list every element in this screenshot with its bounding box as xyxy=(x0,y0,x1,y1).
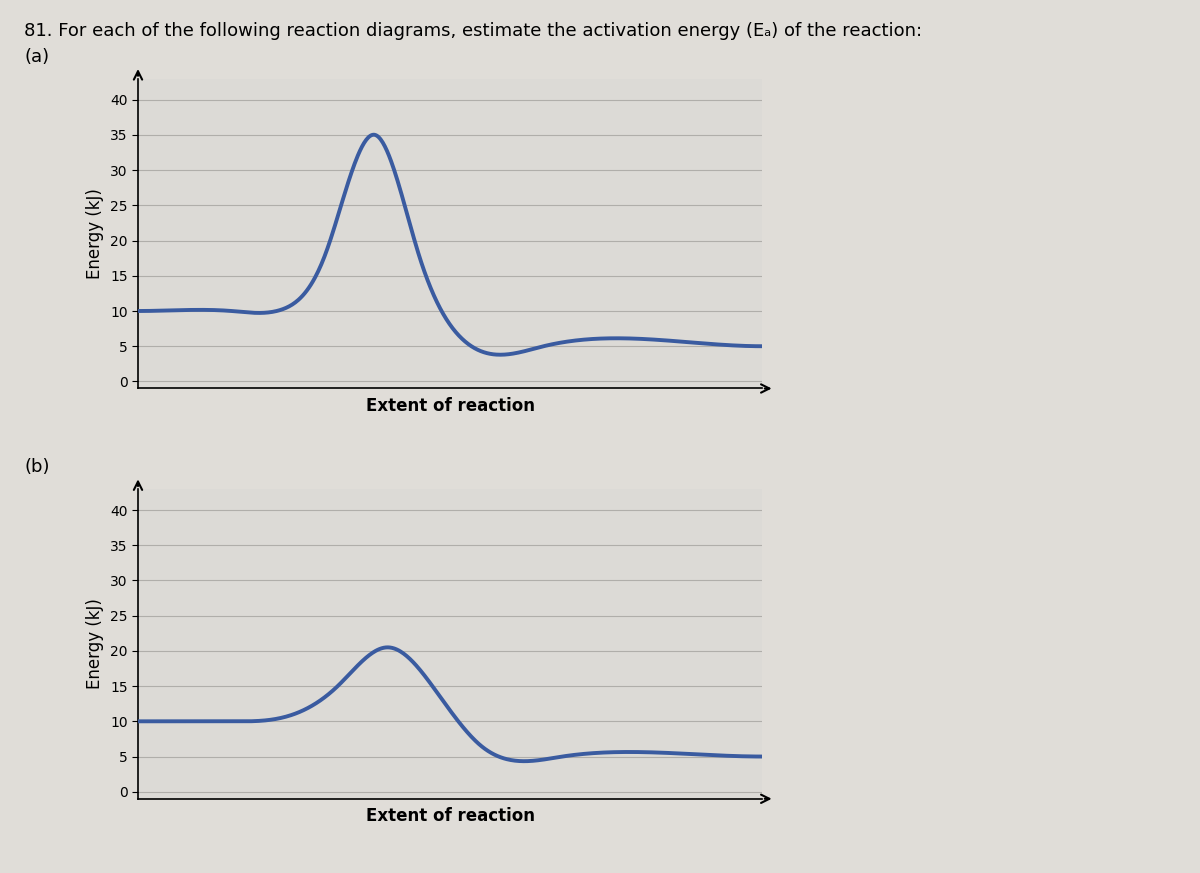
Text: (b): (b) xyxy=(24,458,49,477)
Text: (a): (a) xyxy=(24,48,49,66)
X-axis label: Extent of reaction: Extent of reaction xyxy=(366,397,534,415)
Y-axis label: Energy (kJ): Energy (kJ) xyxy=(86,188,104,279)
Text: 81. For each of the following reaction diagrams, estimate the activation energy : 81. For each of the following reaction d… xyxy=(24,22,922,40)
X-axis label: Extent of reaction: Extent of reaction xyxy=(366,808,534,825)
Y-axis label: Energy (kJ): Energy (kJ) xyxy=(86,598,104,690)
